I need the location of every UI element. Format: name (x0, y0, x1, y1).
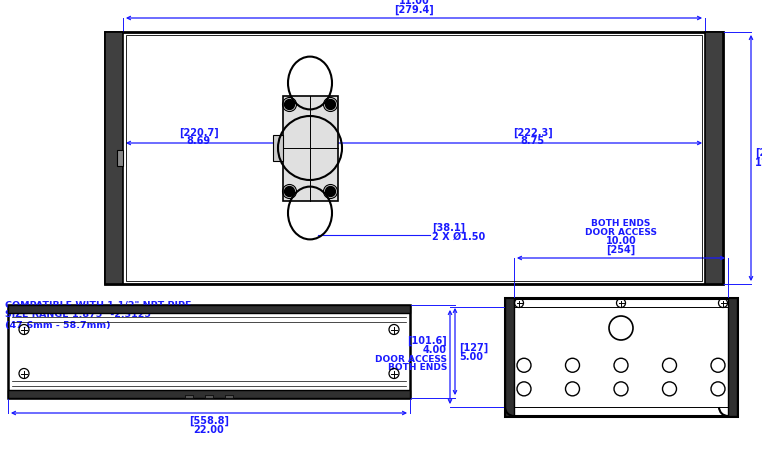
Bar (705, 32, 723, 284)
Bar (283, 95, 338, 201)
Text: BOTH ENDS: BOTH ENDS (388, 363, 447, 373)
Text: BOTH ENDS: BOTH ENDS (591, 219, 651, 228)
Bar (8, 305, 410, 313)
Bar (8, 390, 410, 398)
Text: [222.3]: [222.3] (513, 128, 552, 138)
Bar (728, 298, 737, 416)
Text: 11.00: 11.00 (755, 158, 762, 168)
Text: 11.00: 11.00 (399, 0, 429, 6)
Circle shape (325, 187, 335, 196)
Text: [254]: [254] (607, 245, 636, 255)
Text: 2 X Ø1.50: 2 X Ø1.50 (432, 232, 485, 242)
Text: DOOR ACCESS: DOOR ACCESS (375, 354, 447, 363)
Text: 8.69: 8.69 (187, 136, 210, 146)
Circle shape (325, 100, 335, 110)
Text: [101.6]: [101.6] (407, 336, 447, 346)
Text: [38.1]: [38.1] (432, 223, 465, 233)
Bar (505, 298, 514, 416)
Bar (514, 307, 728, 407)
Text: [279.4]: [279.4] (755, 148, 762, 158)
Text: DOOR ACCESS: DOOR ACCESS (585, 228, 657, 237)
Text: 22.00: 22.00 (194, 425, 224, 435)
Bar (117, 150, 123, 166)
Text: COMPATIBLE WITH 1-1/2" NPT PIPE
SIZE RANGE 1.875" -2.3125"
(47.6mm - 58.7mm): COMPATIBLE WITH 1-1/2" NPT PIPE SIZE RAN… (5, 300, 191, 330)
Bar (8, 305, 410, 398)
Text: [127]: [127] (459, 342, 488, 352)
Text: [558.8]: [558.8] (189, 416, 229, 426)
Text: [279.4]: [279.4] (394, 5, 434, 15)
Bar (105, 32, 723, 284)
Bar (505, 298, 737, 416)
Bar (105, 32, 123, 284)
Text: 10.00: 10.00 (606, 236, 636, 246)
Bar (728, 298, 737, 416)
Bar (8, 390, 410, 398)
Bar (8, 305, 410, 313)
Text: 4.00: 4.00 (423, 345, 447, 355)
Bar (225, 395, 233, 398)
Text: 8.75: 8.75 (520, 136, 545, 146)
Text: [220.7]: [220.7] (178, 128, 219, 138)
Bar (205, 395, 213, 398)
Bar (185, 395, 193, 398)
Bar (126, 35, 702, 281)
Circle shape (284, 187, 294, 196)
Text: 5.00: 5.00 (459, 352, 483, 361)
Circle shape (284, 100, 294, 110)
Bar (505, 298, 514, 416)
Bar (273, 135, 283, 161)
